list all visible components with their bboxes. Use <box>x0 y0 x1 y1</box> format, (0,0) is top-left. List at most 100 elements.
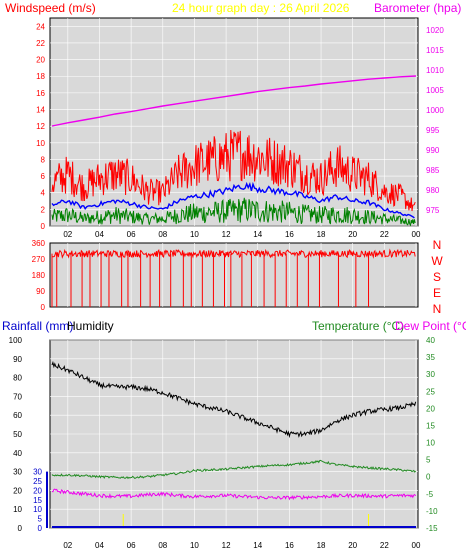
direction-letter: S <box>433 270 441 284</box>
y-tick-label-direction: 0 <box>41 303 46 312</box>
x-tick-label: 22 <box>380 541 389 550</box>
x-tick-label: 02 <box>63 230 72 239</box>
y-tick-label-humidity: 0 <box>18 524 23 533</box>
series-humidity <box>51 360 417 439</box>
series-minimum-wind <box>51 197 416 227</box>
barometer-axis-title: Barometer (hpa) <box>374 1 461 15</box>
windspeed-panel: 0246810121416182022249759809859909951000… <box>36 17 444 239</box>
y-tick-label-humidity: 20 <box>13 486 22 495</box>
x-tick-label: 06 <box>127 541 136 550</box>
y-tick-label-temperature: 20 <box>426 404 435 413</box>
series-dewpoint <box>51 488 417 501</box>
x-tick-label: 10 <box>190 541 199 550</box>
y-tick-label-windspeed: 14 <box>36 106 45 115</box>
windspeed-axis-title: Windspeed (m/s) <box>5 1 96 15</box>
x-tick-label: 18 <box>317 230 326 239</box>
y-tick-label-humidity: 80 <box>13 374 22 383</box>
y-tick-label-direction: 180 <box>32 271 46 280</box>
x-tick-label: 04 <box>95 541 104 550</box>
y-tick-label-barometer: 1005 <box>426 86 444 95</box>
windspeed-plot-area <box>49 17 419 227</box>
y-tick-label-humidity: 50 <box>13 430 22 439</box>
y-tick-label-barometer: 980 <box>426 186 440 195</box>
x-tick-label: 14 <box>253 541 262 550</box>
y-tick-label-direction: 270 <box>32 255 46 264</box>
y-tick-label-temperature: 10 <box>426 439 435 448</box>
y-tick-label-barometer: 985 <box>426 166 440 175</box>
y-tick-label-humidity: 100 <box>9 336 23 345</box>
x-tick-label: 16 <box>285 230 294 239</box>
y-tick-label-windspeed: 8 <box>41 155 46 164</box>
y-tick-label-temperature: -10 <box>426 507 438 516</box>
y-tick-label-humidity: 60 <box>13 411 22 420</box>
x-tick-label: 10 <box>190 230 199 239</box>
y-tick-label-barometer: 990 <box>426 146 440 155</box>
y-tick-label-temperature: 30 <box>426 370 435 379</box>
y-tick-label-windspeed: 6 <box>41 172 46 181</box>
x-tick-label: 14 <box>253 230 262 239</box>
x-tick-label: 08 <box>158 541 167 550</box>
x-tick-label: 00 <box>412 541 421 550</box>
temperature-axis-title: Temperature (°C) <box>312 319 404 333</box>
y-tick-label-barometer: 1000 <box>426 106 444 115</box>
rainfall-axis-title: Rainfall (mm) <box>2 319 73 333</box>
y-tick-label-windspeed: 2 <box>41 205 46 214</box>
y-tick-label-barometer: 1015 <box>426 46 444 55</box>
y-tick-label-humidity: 30 <box>13 468 22 477</box>
y-tick-label-direction: 90 <box>36 287 45 296</box>
x-tick-label: 08 <box>158 230 167 239</box>
dewpoint-axis-title: Dew Point (°C) <box>395 319 466 333</box>
x-tick-label: 04 <box>95 230 104 239</box>
direction-letter: N <box>433 302 442 316</box>
humidity-axis-title: Humidity <box>67 319 114 333</box>
y-tick-label-temperature: 0 <box>426 473 431 482</box>
y-tick-label-rainfall: 0 <box>38 524 43 533</box>
y-tick-label-windspeed: 20 <box>36 56 45 65</box>
y-tick-label-barometer: 1010 <box>426 66 444 75</box>
x-tick-label: 12 <box>222 541 231 550</box>
y-tick-label-windspeed: 12 <box>36 122 45 131</box>
x-tick-label: 00 <box>412 230 421 239</box>
x-tick-label: 22 <box>380 230 389 239</box>
y-tick-label-humidity: 90 <box>13 355 22 364</box>
y-tick-label-rainfall: 15 <box>33 496 42 505</box>
x-tick-label: 02 <box>63 541 72 550</box>
series-gust <box>51 129 416 212</box>
y-tick-label-barometer: 975 <box>426 206 440 215</box>
y-tick-label-rainfall: 10 <box>33 505 42 514</box>
y-tick-label-windspeed: 16 <box>36 89 45 98</box>
y-tick-label-rainfall: 20 <box>33 486 42 495</box>
series-direction <box>52 248 416 259</box>
direction-letter: E <box>433 286 441 300</box>
y-tick-label-humidity: 10 <box>13 505 22 514</box>
x-tick-label: 06 <box>127 230 136 239</box>
series-temperature <box>51 459 417 480</box>
x-tick-label: 20 <box>348 230 357 239</box>
y-tick-label-temperature: 35 <box>426 353 435 362</box>
y-tick-label-barometer: 995 <box>426 126 440 135</box>
y-tick-label-temperature: -15 <box>426 524 438 533</box>
direction-letter: N <box>433 238 442 252</box>
y-tick-label-windspeed: 4 <box>41 189 46 198</box>
y-tick-label-barometer: 1020 <box>426 26 444 35</box>
y-tick-label-temperature: 15 <box>426 421 435 430</box>
y-tick-label-windspeed: 0 <box>41 222 46 231</box>
y-tick-label-temperature: 25 <box>426 387 435 396</box>
y-tick-label-rainfall: 25 <box>33 477 42 486</box>
temperature-panel: 0102030405060708090100051015202530-15-10… <box>9 336 438 550</box>
y-tick-label-windspeed: 10 <box>36 139 45 148</box>
x-tick-label: 20 <box>348 541 357 550</box>
series-average-wind <box>51 181 415 219</box>
y-tick-label-humidity: 40 <box>13 449 22 458</box>
y-tick-label-direction: 360 <box>32 239 46 248</box>
y-tick-label-temperature: 40 <box>426 336 435 345</box>
y-tick-label-windspeed: 22 <box>36 39 45 48</box>
y-tick-label-rainfall: 5 <box>38 515 43 524</box>
direction-letter: W <box>431 254 443 268</box>
y-tick-label-windspeed: 24 <box>36 22 45 31</box>
y-tick-label-temperature: -5 <box>426 490 434 499</box>
y-tick-label-windspeed: 18 <box>36 72 45 81</box>
y-tick-label-rainfall: 30 <box>33 468 42 477</box>
